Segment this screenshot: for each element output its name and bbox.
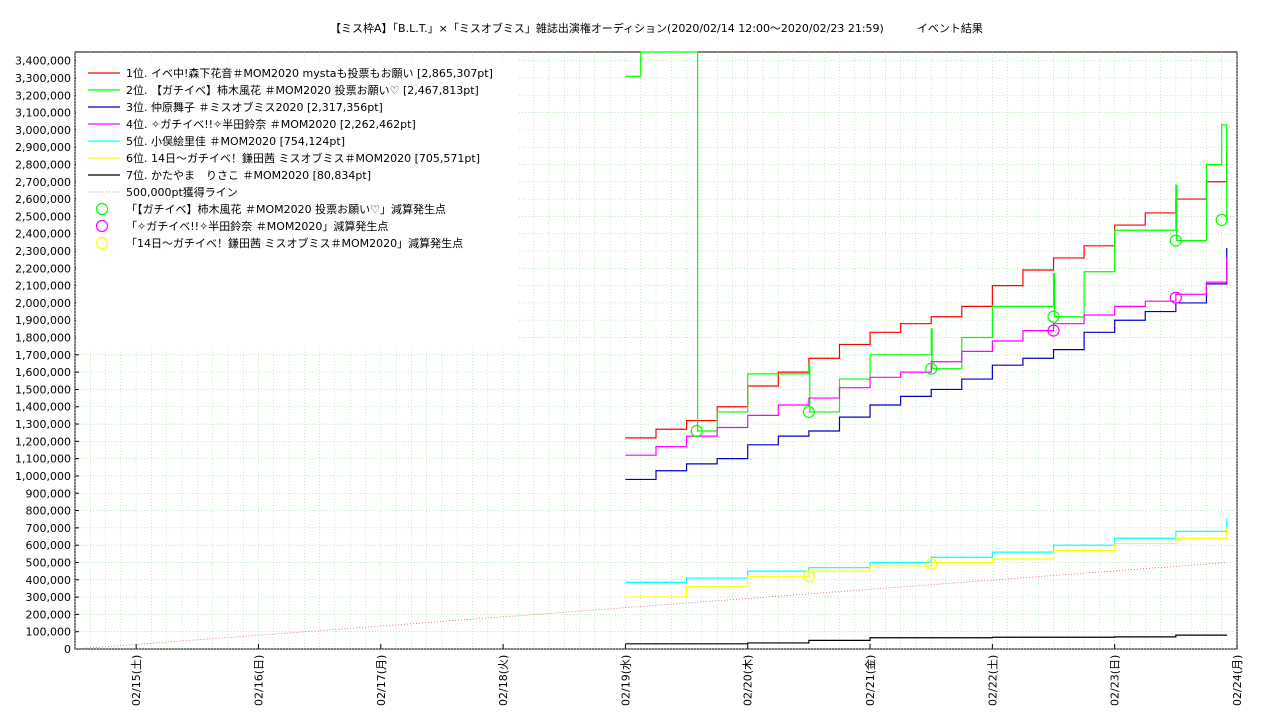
x-tick-label: 02/18(火) [497,655,510,706]
reduction-marker [1169,234,1182,247]
y-tick-label: 1,500,000 [15,383,71,396]
y-tick-label: 900,000 [26,487,72,500]
y-tick-label: 2,200,000 [15,262,71,275]
legend-label: 5位. 小俣絵里佳 ＃MOM2020 [754,124pt] [126,134,345,148]
y-tick-label: 700,000 [26,522,72,535]
y-tick-label: 500,000 [26,556,72,569]
y-tick-label: 2,500,000 [15,210,71,223]
x-tick-label: 02/15(土) [130,655,143,706]
y-tick-label: 200,000 [26,608,72,621]
y-tick-label: 1,100,000 [15,453,71,466]
reduction-marker [690,424,703,438]
x-tick-label: 02/16(日) [252,655,265,706]
y-tick-label: 3,200,000 [15,89,71,102]
y-tick-label: 2,000,000 [15,297,71,310]
legend-label: 「14日〜ガチイベ！鎌田茜 ミスオブミス＃MOM2020」減算発生点 [126,236,463,250]
legend-box [76,60,519,347]
reduction-marker [802,405,815,419]
series-line [625,526,1228,598]
series-line [625,518,1228,583]
legend-marker [95,236,109,250]
y-tick-label: 600,000 [26,539,72,552]
y-tick-label: 1,900,000 [15,314,71,327]
legend-label: 1位. イベ中!森下花音＃MOM2020 mystaも投票もお願い [2,865… [126,66,493,80]
y-tick-label: 1,200,000 [15,435,71,448]
y-tick-label: 3,000,000 [15,124,71,137]
chart-title: 【ミス枠A】「B.L.T.」×「ミスオブミス」雑誌出演権オーディション(2020… [330,22,983,35]
reduction-marker [1047,310,1060,323]
legend-marker [95,202,109,216]
y-tick-label: 2,600,000 [15,193,71,206]
series-line [625,51,1228,432]
y-tick-label: 1,000,000 [15,470,71,483]
series-line [625,247,1228,481]
series-line [74,562,1227,650]
legend-label: 「✧ガチイベ!!✧半田鈴奈 ＃MOM2020」減算発生点 [126,219,388,233]
reduction-marker [1215,213,1228,226]
legend-label: 6位. 14日〜ガチイベ！鎌田茜 ミスオブミス＃MOM2020 [705,571… [126,151,480,165]
y-tick-label: 400,000 [26,574,72,587]
y-tick-label: 0 [64,643,71,656]
legend-label: 「【ガチイベ】柿木風花 ＃MOM2020 投票お願い♡」減算発生点 [126,202,446,216]
y-tick-label: 3,100,000 [15,107,71,120]
series-line [625,634,1228,645]
x-tick-label: 02/24(月) [1231,655,1244,706]
y-tick-label: 2,100,000 [15,280,71,293]
legend-marker [95,219,109,233]
reduction-marker [802,570,815,583]
x-tick-label: 02/23(日) [1109,655,1122,706]
y-tick-label: 1,800,000 [15,332,71,345]
x-tick-label: 02/20(木) [742,655,755,706]
x-tick-label: 02/17(月) [375,655,388,706]
y-tick-label: 2,900,000 [15,141,71,154]
legend-label: 3位. 仲原舞子 ＃ミスオブミス2020 [2,317,356pt] [126,100,383,114]
reduction-marker [1047,324,1060,337]
y-tick-label: 1,600,000 [15,366,71,379]
legend-label: 2位. 【ガチイベ】柿木風花 ＃MOM2020 投票お願い♡ [2,467,81… [126,83,479,97]
y-tick-label: 1,400,000 [15,401,71,414]
y-tick-label: 2,300,000 [15,245,71,258]
y-tick-label: 2,400,000 [15,228,71,241]
y-tick-label: 3,400,000 [15,55,71,68]
x-tick-label: 02/22(土) [986,655,999,706]
y-tick-label: 2,800,000 [15,158,71,171]
x-tick-label: 02/19(水) [619,655,632,706]
x-tick-label: 02/21(金) [863,655,877,706]
y-tick-label: 300,000 [26,591,72,604]
reduction-marker [1169,291,1182,304]
y-tick-label: 1,700,000 [15,349,71,362]
y-tick-label: 3,300,000 [15,72,71,85]
legend-label: 4位. ✧ガチイベ!!✧半田鈴奈 ＃MOM2020 [2,262,462pt] [126,117,416,131]
y-tick-label: 2,700,000 [15,176,71,189]
reduction-marker [925,362,938,375]
series-line [625,153,1228,439]
y-tick-label: 800,000 [26,505,72,518]
series-line [625,257,1228,456]
legend-label: 500,000pt獲得ライン [126,186,238,199]
y-tick-label: 1,300,000 [15,418,71,431]
y-tick-label: 100,000 [26,626,72,639]
legend-label: 7位. かたやま りさこ ＃MOM2020 [80,834pt] [126,168,371,182]
reduction-marker [925,558,938,571]
